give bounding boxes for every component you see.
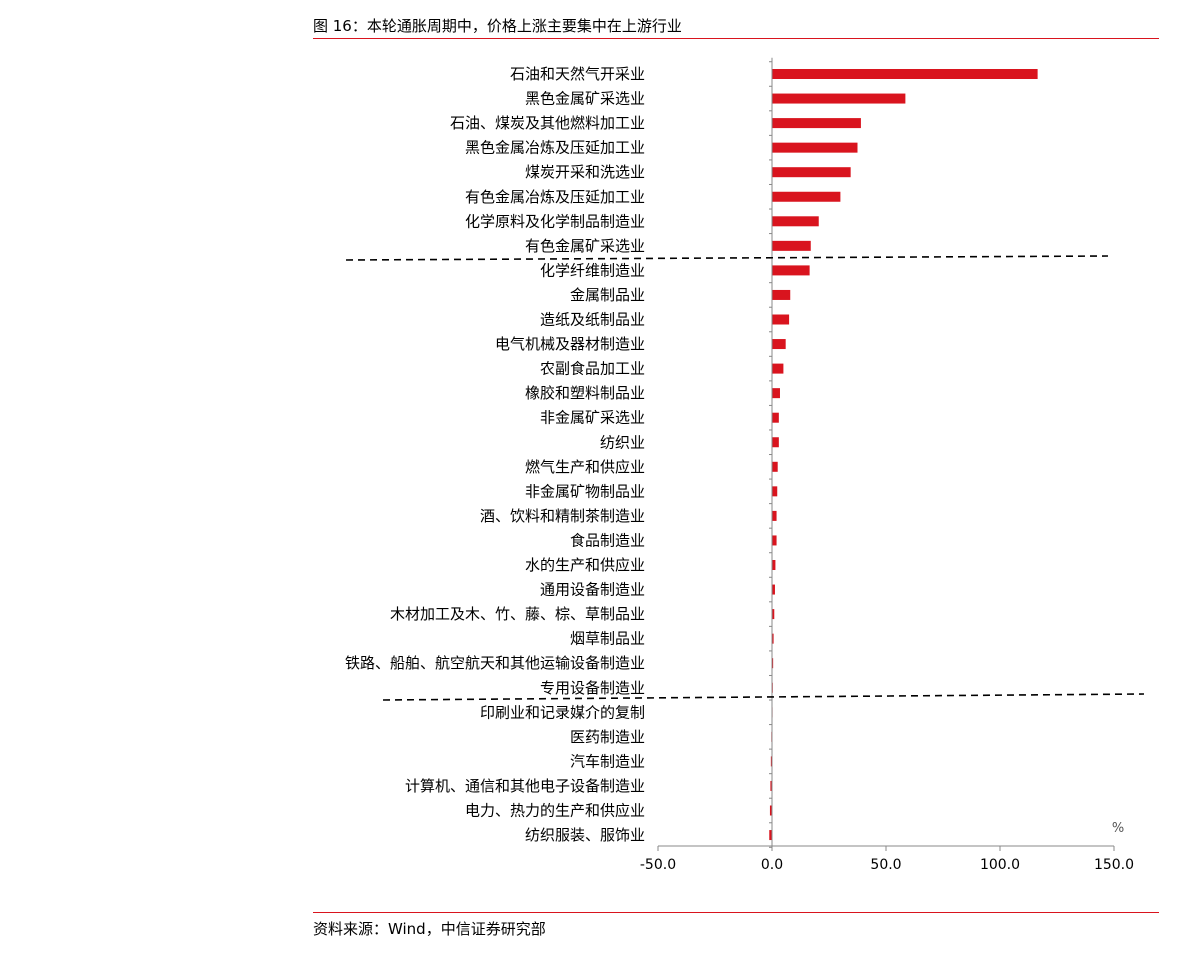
bar xyxy=(772,142,858,153)
x-tick-label: 150.0 xyxy=(1094,857,1134,873)
category-label: 黑色金属矿采选业 xyxy=(525,90,645,108)
category-label: 专用设备制造业 xyxy=(540,679,645,697)
category-label: 纺织服装、服饰业 xyxy=(525,826,645,844)
category-label: 煤炭开采和洗选业 xyxy=(525,163,645,181)
category-label: 食品制造业 xyxy=(570,531,645,549)
separator-line xyxy=(382,693,1145,701)
category-label: 铁路、船舶、航空航天和其他运输设备制造业 xyxy=(345,654,645,672)
bar xyxy=(772,633,774,644)
category-label: 非金属矿采选业 xyxy=(540,409,645,427)
bar xyxy=(772,609,775,620)
bar xyxy=(770,780,772,791)
bar xyxy=(772,584,775,595)
bar xyxy=(772,265,810,276)
bar xyxy=(770,756,772,767)
bar xyxy=(772,412,779,423)
bar xyxy=(772,93,906,104)
category-label: 造纸及纸制品业 xyxy=(540,311,645,329)
bar xyxy=(772,339,786,350)
bar xyxy=(772,118,861,129)
category-label: 燃气生产和供应业 xyxy=(525,458,645,476)
x-tick-label: 50.0 xyxy=(870,857,901,873)
figure-title: 图 16：本轮通胀周期中，价格上涨主要集中在上游行业 xyxy=(313,17,682,35)
x-tick-label: 0.0 xyxy=(761,857,783,873)
x-tick-label: -50.0 xyxy=(640,857,676,873)
category-label: 电力、热力的生产和供应业 xyxy=(465,802,645,820)
category-label: 水的生产和供应业 xyxy=(525,556,645,574)
category-label: 有色金属矿采选业 xyxy=(525,237,645,255)
category-label: 金属制品业 xyxy=(570,286,645,304)
category-label: 黑色金属冶炼及压延加工业 xyxy=(465,139,645,157)
category-label: 酒、饮料和精制茶制造业 xyxy=(480,507,645,525)
bar xyxy=(772,461,778,472)
bar xyxy=(772,216,819,227)
category-label: 木材加工及木、竹、藤、棕、草制品业 xyxy=(390,605,645,623)
category-label: 非金属矿物制品业 xyxy=(525,482,645,500)
category-label: 纺织业 xyxy=(600,433,645,451)
category-labels: 石油和天然气开采业黑色金属矿采选业石油、煤炭及其他燃料加工业黑色金属冶炼及压延加… xyxy=(345,65,645,844)
category-label: 橡胶和塑料制品业 xyxy=(525,384,645,402)
top-rule xyxy=(313,38,1159,39)
category-label: 医药制造业 xyxy=(570,728,645,746)
separator-lines xyxy=(345,255,1145,701)
x-tick-label: 100.0 xyxy=(980,857,1020,873)
category-label: 化学原料及化学制品制造业 xyxy=(465,212,645,230)
bar xyxy=(772,658,774,669)
bar xyxy=(769,805,772,816)
bar xyxy=(772,240,811,251)
bar xyxy=(772,437,779,448)
bar xyxy=(772,69,1038,79)
category-label: 农副食品加工业 xyxy=(540,360,645,378)
bar xyxy=(772,314,790,325)
bar xyxy=(769,830,772,841)
bar xyxy=(772,167,851,178)
bar xyxy=(772,363,784,374)
bottom-rule xyxy=(313,912,1159,913)
bar xyxy=(772,535,777,546)
source-note: 资料来源：Wind，中信证券研究部 xyxy=(313,920,546,938)
category-label: 石油、煤炭及其他燃料加工业 xyxy=(450,114,645,132)
bar xyxy=(772,388,780,399)
category-label: 烟草制品业 xyxy=(570,630,645,648)
bar xyxy=(772,289,791,300)
bar xyxy=(772,510,777,521)
x-axis: -50.0 0.0 50.0 100.0 150.0 xyxy=(640,57,1134,873)
category-label: 计算机、通信和其他电子设备制造业 xyxy=(405,777,645,795)
bar xyxy=(772,560,776,570)
category-label: 石油和天然气开采业 xyxy=(510,65,645,83)
separator-line xyxy=(345,255,1109,261)
category-label: 汽车制造业 xyxy=(570,752,645,770)
unit-label: % xyxy=(1112,821,1124,836)
category-label: 电气机械及器材制造业 xyxy=(495,335,645,353)
bar xyxy=(772,486,778,497)
category-label: 化学纤维制造业 xyxy=(540,261,645,279)
category-label: 有色金属冶炼及压延加工业 xyxy=(465,188,645,206)
bars xyxy=(769,69,1038,841)
category-label: 通用设备制造业 xyxy=(540,581,645,599)
bar xyxy=(772,191,841,202)
category-label: 印刷业和记录媒介的复制 xyxy=(480,703,645,721)
